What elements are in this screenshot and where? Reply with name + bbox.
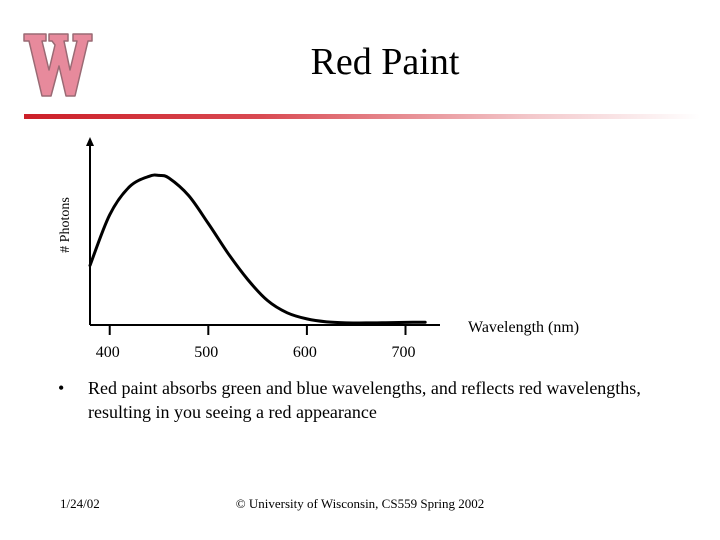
x-tick-label: 700: [391, 344, 415, 361]
title-divider: [24, 114, 700, 119]
photon-spectrum-chart: # Photons Wavelength (nm) 400 500 600 700: [58, 137, 579, 361]
spectrum-curve: [88, 173, 427, 325]
bullet-text: Red paint absorbs green and blue wavelen…: [88, 378, 641, 422]
w-logo-icon: [23, 33, 93, 97]
footer-copyright: © University of Wisconsin, CS559 Spring …: [235, 496, 485, 511]
bullet-item: • Red paint absorbs green and blue wavel…: [58, 376, 658, 424]
footer-date: 1/24/02: [60, 496, 100, 511]
y-axis-label: # Photons: [58, 197, 73, 253]
slide-title: Red Paint: [310, 41, 460, 83]
university-logo: [23, 33, 93, 97]
x-tick-label: 500: [194, 344, 218, 361]
x-axis-label: Wavelength (nm): [468, 319, 579, 336]
x-tick-label: 600: [293, 344, 317, 361]
bullet-list: • Red paint absorbs green and blue wavel…: [58, 376, 658, 424]
bullet-marker: •: [58, 378, 65, 398]
y-axis-arrow: [86, 137, 94, 146]
x-tick-label: 400: [96, 344, 120, 361]
